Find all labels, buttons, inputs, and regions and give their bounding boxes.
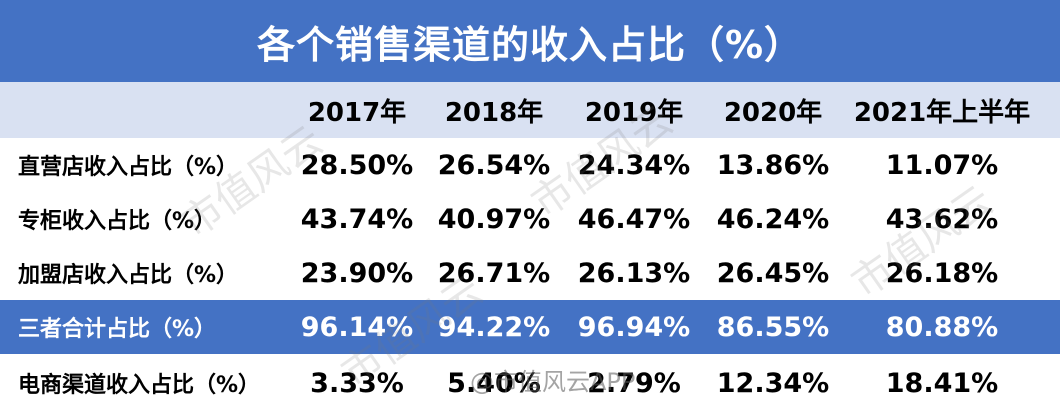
table-cell: 96.94%: [577, 311, 691, 343]
table-cell: 94.22%: [437, 311, 551, 343]
table-row: 加盟店收入占比（%） 23.90% 26.71% 26.13% 26.45% 2…: [0, 246, 1060, 300]
table-cell: 5.40%: [447, 367, 541, 399]
table-cell: 40.97%: [437, 203, 551, 235]
table-row: 专柜收入占比（%） 43.74% 40.97% 46.47% 46.24% 43…: [0, 192, 1060, 246]
table-cell: 46.47%: [577, 203, 691, 235]
table-cell: 43.74%: [300, 203, 414, 235]
table-cell: 28.50%: [300, 149, 414, 181]
table-cell: 26.18%: [885, 257, 999, 289]
table-cell: 46.24%: [716, 203, 830, 235]
table-cell: 26.54%: [437, 149, 551, 181]
row-label: 直营店收入占比（%）: [18, 155, 239, 180]
table-cell: 24.34%: [577, 149, 691, 181]
table-cell: 3.33%: [310, 367, 404, 399]
table-cell: 11.07%: [885, 149, 999, 181]
header-row: 2017年 2018年 2019年 2020年 2021年上半年: [0, 82, 1060, 138]
table-row: 电商渠道收入占比（%） 3.33% 5.40% 2.79% 12.34% 18.…: [0, 354, 1060, 412]
column-header: 2021年上半年: [853, 97, 1031, 128]
table-cell: 23.90%: [300, 257, 414, 289]
table-cell: 86.55%: [716, 311, 830, 343]
table-cell: 26.45%: [716, 257, 830, 289]
table-cell: 80.88%: [885, 311, 999, 343]
table-cell: 43.62%: [885, 203, 999, 235]
row-label: 三者合计占比（%）: [18, 317, 217, 342]
row-label: 专柜收入占比（%）: [18, 209, 217, 234]
column-header: 2020年: [723, 97, 823, 128]
table-cell: 18.41%: [885, 367, 999, 399]
table-cell: 96.14%: [300, 311, 414, 343]
table-title: 各个销售渠道的收入占比（%）: [0, 0, 1060, 82]
table-row-highlighted: 三者合计占比（%） 96.14% 94.22% 96.94% 86.55% 80…: [0, 300, 1060, 354]
table-cell: 26.71%: [437, 257, 551, 289]
column-header: 2017年: [307, 97, 407, 128]
table-cell: 2.79%: [587, 367, 681, 399]
table-row: 直营店收入占比（%） 28.50% 26.54% 24.34% 13.86% 1…: [0, 138, 1060, 192]
row-label: 电商渠道收入占比（%）: [18, 373, 261, 398]
table-cell: 12.34%: [716, 367, 830, 399]
column-header: 2018年: [444, 97, 544, 128]
row-label: 加盟店收入占比（%）: [18, 263, 239, 288]
table-cell: 13.86%: [716, 149, 830, 181]
column-header: 2019年: [584, 97, 684, 128]
table-cell: 26.13%: [577, 257, 691, 289]
